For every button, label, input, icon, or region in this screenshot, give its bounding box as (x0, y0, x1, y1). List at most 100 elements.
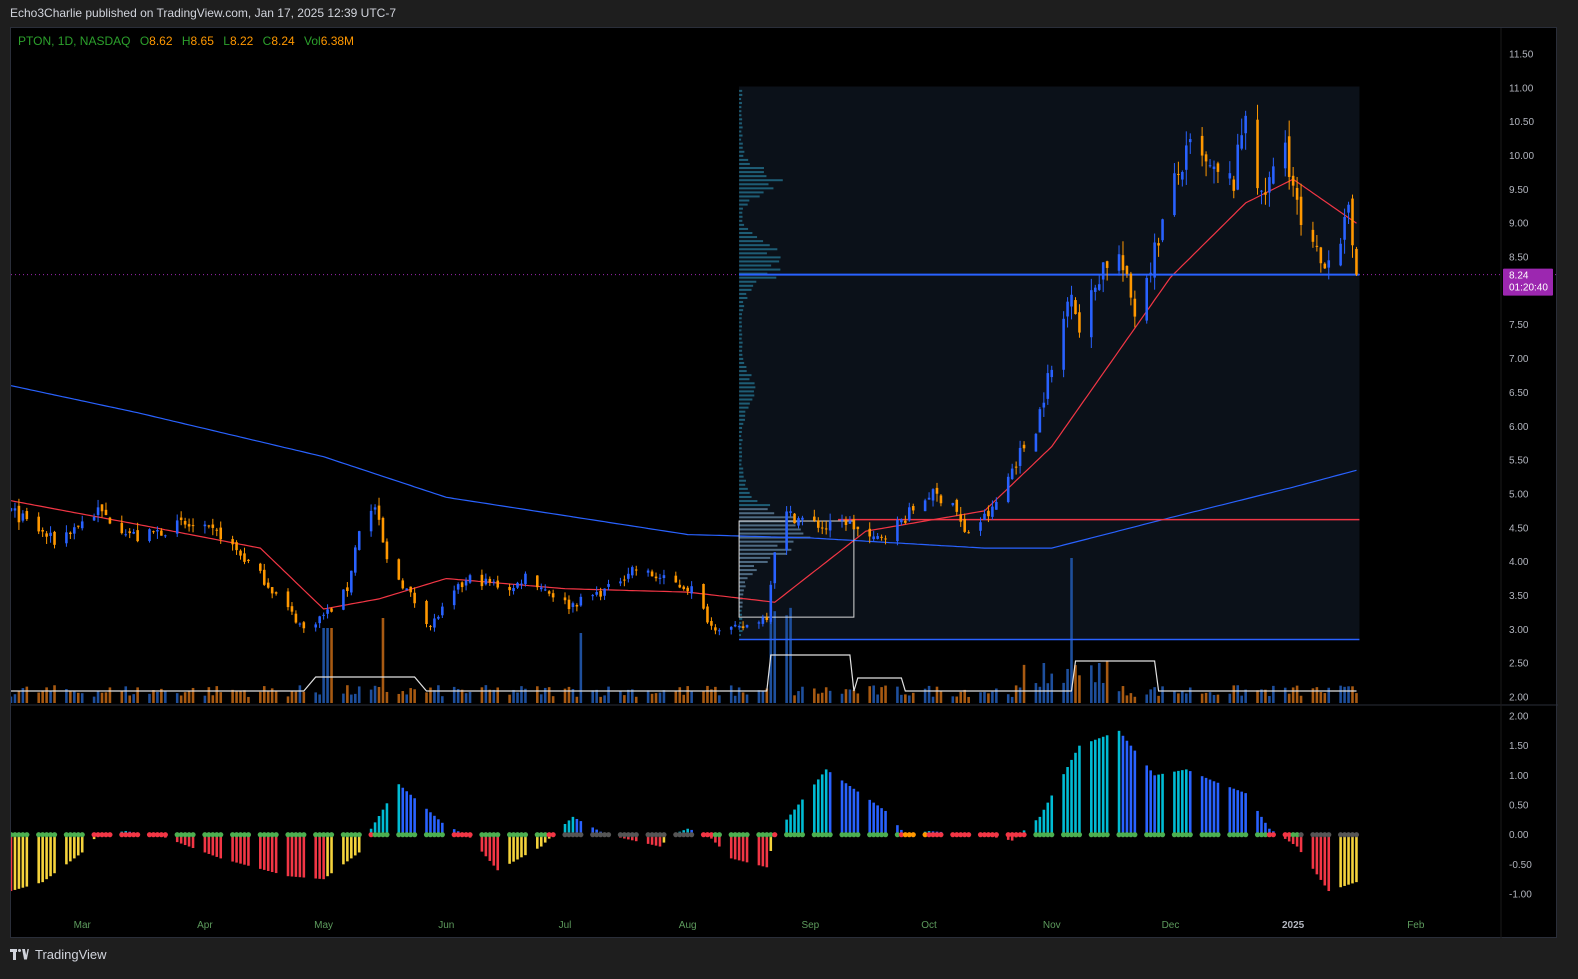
volume-bar (654, 693, 658, 703)
squeeze-dot (344, 832, 350, 838)
volume-profile-bar (739, 487, 748, 490)
candle-body (737, 626, 741, 628)
volume-bar (13, 694, 17, 703)
squeeze-dot (1064, 832, 1071, 838)
oscillator-bar (840, 780, 844, 835)
volume-bar (381, 618, 385, 703)
volume-bar (175, 693, 179, 703)
candle-body (11, 508, 13, 511)
chart-canvas[interactable]: 11.5011.0010.5010.009.509.008.508.007.50… (11, 28, 1558, 939)
candle-body (183, 520, 187, 525)
squeeze-dot (1116, 832, 1122, 838)
oscillator-bar (880, 808, 883, 835)
squeeze-dot (507, 832, 513, 838)
candle-body (935, 487, 939, 494)
oscillator-tick-label: 0.50 (1509, 801, 1529, 812)
candle-body (235, 542, 238, 551)
publish-caption: Echo3Charlie published on TradingView.co… (10, 6, 397, 20)
volume-profile-bar (739, 366, 747, 369)
volume-bar (630, 689, 634, 703)
squeeze-dot (605, 832, 612, 838)
candle-body (868, 528, 872, 537)
squeeze-dot (1183, 832, 1189, 838)
oscillator-bar (1177, 770, 1180, 835)
price-tick-label: 5.50 (1509, 456, 1529, 467)
candle-body (733, 624, 737, 627)
oscillator-bar (1157, 774, 1160, 835)
oscillator-bar (243, 834, 246, 865)
candle-body (76, 525, 80, 527)
volume-bar (429, 687, 432, 703)
candle-body (1117, 254, 1121, 271)
oscillator-bar (286, 834, 290, 877)
candle-body (441, 606, 444, 616)
volume-bar (128, 695, 132, 703)
candle-body (104, 509, 108, 516)
candle-body (512, 588, 515, 592)
candle-body (650, 571, 654, 577)
squeeze-dot (538, 832, 544, 838)
volume-bar (536, 686, 539, 703)
candle-body (1216, 163, 1220, 172)
oscillator-bar (1066, 767, 1069, 835)
squeeze-dot (372, 832, 378, 838)
oscillator-bar (397, 784, 401, 835)
volume-bar (1287, 693, 1291, 703)
volume-profile-bar (739, 471, 744, 474)
volume-profile-bar (739, 288, 752, 291)
oscillator-bar (207, 834, 211, 854)
range-box-annotation (738, 520, 855, 618)
candle-body (73, 527, 76, 534)
footer-brand[interactable]: TradingView (35, 947, 107, 962)
volume-bar (575, 696, 579, 703)
candle-body (563, 597, 567, 601)
oscillator-bar (1291, 834, 1295, 844)
volume-bar (262, 686, 266, 703)
squeeze-dot (736, 832, 742, 838)
volume-profile-bar (739, 199, 750, 202)
squeeze-dot (1322, 832, 1328, 838)
squeeze-dot (950, 832, 956, 838)
candle-body (132, 531, 135, 534)
oscillator-tick-label: 1.00 (1509, 771, 1529, 782)
squeeze-dot (202, 832, 208, 838)
legend-close-label: C (262, 34, 272, 48)
oscillator-bar (1097, 738, 1101, 835)
chart-frame[interactable]: 11.5011.0010.5010.009.509.008.508.007.50… (10, 27, 1558, 939)
oscillator-bar (1327, 834, 1331, 892)
candle-body (718, 630, 721, 632)
oscillator-bar (1240, 791, 1243, 835)
volume-bar (132, 694, 135, 703)
time-tick-label: 2025 (1282, 920, 1305, 931)
volume-profile-bar (739, 284, 754, 287)
oscillator-bar (401, 787, 405, 835)
squeeze-dot (340, 832, 347, 838)
squeeze-dot (408, 832, 414, 838)
squeeze-dot (317, 832, 323, 838)
volume-bar (1244, 689, 1247, 703)
squeeze-dot (483, 832, 489, 838)
squeeze-dot (617, 832, 624, 838)
volume-profile-bar (739, 89, 743, 92)
volume-profile-bar (739, 280, 757, 283)
volume-bar (480, 687, 484, 703)
oscillator-bar (1295, 834, 1299, 847)
volume-bar (45, 687, 48, 703)
candle-body (203, 524, 207, 527)
candle-body (579, 596, 583, 606)
volume-profile-bar (739, 386, 756, 389)
candle-body (1347, 204, 1350, 213)
oscillator-bars (11, 730, 1358, 892)
candle-body (1185, 145, 1188, 170)
tradingview-logo-icon[interactable] (10, 948, 30, 961)
volume-bar (1319, 691, 1323, 703)
squeeze-dot (689, 832, 695, 838)
volume-bar (607, 686, 610, 703)
oscillator-bar (1078, 745, 1081, 835)
legend-symbol[interactable]: PTON, 1D, NASDAQ (18, 34, 131, 48)
candle-body (1145, 277, 1149, 321)
candle-body (1062, 318, 1065, 370)
price-tick-label: 7.50 (1509, 320, 1529, 331)
candle-body (844, 519, 848, 525)
volume-bar (563, 688, 567, 703)
